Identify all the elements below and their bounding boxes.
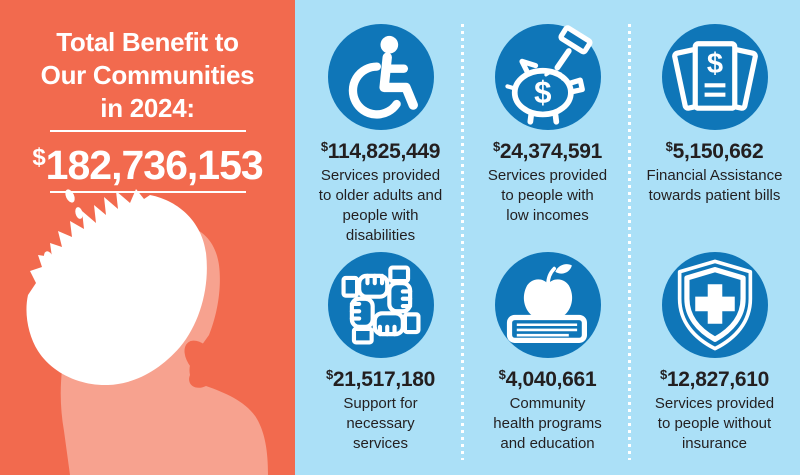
total-benefit-amount: $182,736,153 (0, 136, 295, 187)
svg-text:$: $ (706, 48, 722, 80)
stat-description: Financial Assistance towards patient bil… (646, 167, 783, 204)
stat-card-older-adults: $114,825,449 Services provided to older … (297, 24, 464, 244)
stat-amount: $5,150,662 (665, 139, 764, 163)
island-4 (52, 270, 60, 284)
patient-bills-icon: $ (671, 41, 758, 111)
divider-line-top (49, 130, 246, 132)
stat-card-necessary-services: $21,517,180 Support for necessary servic… (297, 252, 464, 454)
shield-cross-icon (677, 259, 752, 351)
divider-line-bottom (49, 191, 246, 193)
service-area-highlight (26, 189, 207, 386)
stat-description: Services provided to people without insu… (654, 395, 775, 452)
stat-card-health-programs: $4,040,661 Community health programs and… (464, 252, 631, 454)
stat-card-low-incomes: $ $24,374,591 Services provided to peopl… (464, 24, 631, 232)
michigan-service-area-map (26, 189, 268, 475)
stat-card-patient-bills: $ $5,150,662 Financial Assistance toward… (631, 24, 798, 232)
title-line-3: in 2024: (100, 93, 195, 123)
stats-grid: $114,825,449 Services provided to older … (295, 0, 800, 454)
island-3 (43, 251, 55, 267)
community-benefit-stats-panel: $114,825,449 Services provided to older … (295, 0, 800, 475)
title-line-2: Our Communities (40, 60, 255, 90)
island-2 (75, 207, 83, 219)
dotted-column-divider-2 (628, 24, 631, 460)
stat-icon-circle (327, 24, 434, 130)
stat-icon-circle: $ (494, 24, 601, 130)
stat-amount: $4,040,661 (498, 367, 597, 391)
stat-icon-circle (327, 252, 434, 358)
stat-amount: $21,517,180 (325, 367, 436, 391)
stat-icon-circle: $ (661, 24, 768, 130)
apple-book-icon (506, 264, 587, 343)
saginaw-bay-notch (184, 340, 218, 378)
stat-description: Community health programs and education (493, 395, 602, 452)
stat-amount: $114,825,449 (320, 139, 441, 163)
stat-description: Services provided to people with low inc… (487, 167, 608, 224)
stat-amount: $12,827,610 (659, 367, 770, 391)
hands-together-icon (329, 253, 433, 357)
stat-card-without-insurance: $12,827,610 Services provided to people … (631, 252, 798, 454)
total-value: 182,736,153 (45, 142, 264, 188)
stat-amount: $24,374,591 (492, 139, 603, 163)
stat-description: Services provided to older adults and pe… (318, 167, 443, 244)
piggy-bank-hammer-icon: $ (504, 25, 593, 125)
dotted-column-divider-1 (461, 24, 464, 460)
stat-icon-circle (494, 252, 601, 358)
wheelchair-icon (348, 35, 418, 119)
svg-text:$: $ (534, 75, 551, 110)
page-title: Total Benefit to Our Communities in 2024… (0, 26, 295, 125)
stat-description: Support for necessary services (343, 395, 418, 452)
stat-icon-circle (661, 252, 768, 358)
currency-symbol: $ (32, 144, 46, 171)
total-benefit-panel: Total Benefit to Our Communities in 2024… (0, 0, 295, 475)
title-line-1: Total Benefit to (56, 27, 239, 57)
